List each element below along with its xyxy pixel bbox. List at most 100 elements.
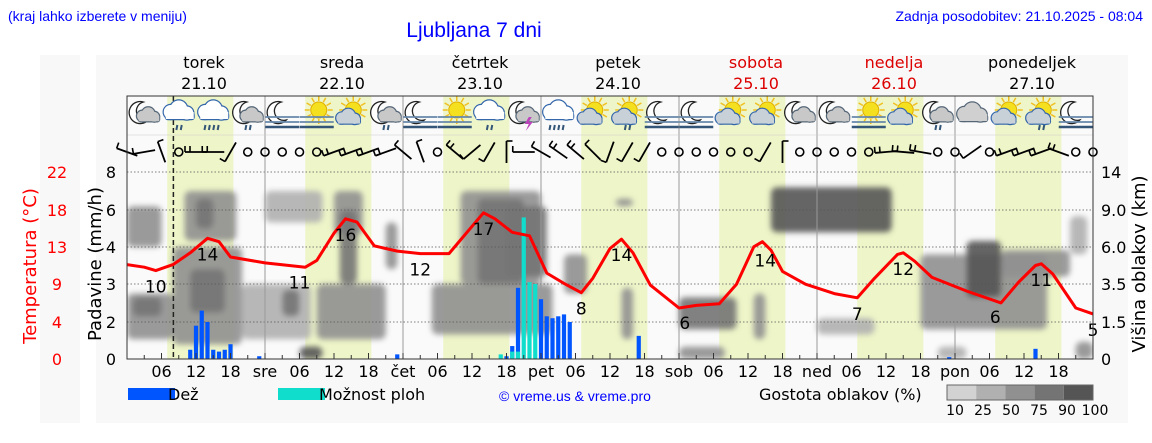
precipitation-bars: [188, 217, 1038, 359]
wind-barb-flag: [459, 153, 465, 160]
wind-calm-icon: [794, 147, 805, 157]
page-title: Ljubljana 7 dni: [406, 19, 541, 42]
rain-bar: [188, 349, 193, 359]
cloud-shape: [197, 99, 230, 121]
cloud-fill: [338, 118, 361, 124]
wind-barb-flag: [1010, 149, 1015, 157]
cloud-shape: [135, 106, 161, 123]
wind-barb-flag: [616, 157, 623, 163]
rain-bar: [211, 349, 216, 359]
temperature-label: 8: [576, 300, 587, 320]
wind-barb-shaft: [1030, 147, 1052, 157]
rain-bar: [222, 349, 227, 359]
cloud-fill: [717, 118, 740, 124]
wind-barb-icon: [338, 147, 362, 157]
rain-drop-icon: [175, 124, 179, 131]
sun-ray: [449, 97, 453, 103]
wind-barb-flag: [1032, 148, 1037, 155]
temperature-label: 6: [679, 314, 690, 334]
precip-tick-label: 2: [106, 313, 116, 332]
cloud-shape: [887, 107, 914, 126]
sun-ray: [996, 102, 1002, 107]
wind-barb-shaft: [892, 150, 915, 154]
wind-calm-icon: [1070, 147, 1081, 157]
moon-fog-icon: [679, 100, 714, 129]
cloud-fill: [380, 116, 401, 122]
wind-barb-shaft: [996, 147, 1018, 157]
sun-disc: [862, 101, 880, 119]
legend: Dež Možnost ploh © vreme.us & vreme.pro …: [128, 384, 1108, 419]
cloud-shape: [335, 107, 362, 126]
moon-cloud-rain-icon: [370, 100, 402, 131]
wind-barb-shaft: [1047, 147, 1070, 157]
left-panel: [40, 55, 80, 423]
cloud-fill: [165, 112, 194, 119]
region-hint-link[interactable]: (kraj lahko izberete v meniju): [8, 8, 187, 24]
wind-barb-icon: [131, 147, 156, 155]
legend-rain-swatch: [128, 388, 175, 400]
cloud-shape: [542, 99, 575, 121]
rain-drop-icon: [934, 124, 938, 131]
x-tick-label: 18: [220, 362, 240, 381]
rain-bar: [395, 354, 400, 359]
x-tick-label: 12: [738, 362, 758, 381]
cloud-icon: [956, 101, 989, 123]
wind-barb-icon: [616, 142, 634, 163]
sun-ray: [322, 97, 327, 103]
wind-barb-flag: [566, 139, 572, 146]
cloud-fill: [828, 116, 850, 122]
density-step-label: 50: [1002, 403, 1020, 419]
temperature-tick-label: 0: [52, 350, 62, 369]
sun-ray: [340, 102, 346, 107]
wind-barb-flag: [393, 139, 400, 146]
wind-barb-icon: [511, 146, 535, 153]
density-swatch: [976, 385, 1006, 400]
sun-ray: [771, 97, 775, 103]
wind-barb-icon: [959, 144, 982, 160]
cloud-height-tick-label: 1.5: [1101, 313, 1126, 332]
wind-calm-icon: [311, 147, 322, 157]
wind-barb-icon: [1028, 147, 1052, 157]
wind-barb-icon: [633, 142, 651, 163]
cloud-density-blob: [679, 346, 725, 359]
wind-barb-shaft: [758, 142, 772, 162]
wind-barb-flag: [891, 144, 894, 152]
wind-barb-flag: [377, 148, 381, 155]
rain-bar: [561, 314, 567, 359]
wind-barb-flag: [959, 152, 964, 159]
wind-calm-icon: [743, 147, 753, 157]
cloud-density-blob: [265, 191, 323, 223]
cloud-fill: [579, 118, 602, 124]
cloud-density-blob: [966, 240, 1001, 298]
sun-ray: [460, 97, 465, 103]
day-date: 23.10: [457, 74, 503, 93]
temperature-label: 6: [990, 308, 1001, 328]
precip-tick-label: 3: [106, 275, 116, 294]
wind-calm-icon: [674, 147, 684, 157]
temperature-label: 14: [197, 245, 219, 265]
sun-ray: [357, 97, 361, 103]
wind-barb-flag: [445, 139, 451, 146]
precip-axis-title: Padavine (mm/h): [85, 187, 106, 341]
wind-barb-icon: [530, 140, 551, 159]
wind-calm-icon: [277, 147, 288, 157]
moon-fog-icon: [644, 100, 679, 129]
shower-bar: [527, 282, 532, 359]
legend-shower-swatch: [278, 388, 325, 400]
x-tick-label: 12: [1014, 362, 1034, 381]
copyright-link[interactable]: © vreme.us & vreme.pro: [499, 388, 651, 404]
cloud-shape: [956, 101, 989, 123]
day-name: ponedeljek: [988, 53, 1077, 72]
wind-barb-flag: [878, 146, 881, 153]
x-tick-label: 12: [324, 362, 344, 381]
wind-calm-icon: [950, 147, 960, 157]
wind-calm-icon: [432, 147, 443, 157]
wind-barb-shaft: [482, 142, 496, 162]
wind-barb-icon: [156, 138, 167, 163]
wind-calm-icon: [984, 147, 995, 157]
wind-barb-flag: [908, 144, 912, 151]
cloud-density-blob: [190, 269, 225, 313]
wind-barb-icon: [1010, 147, 1035, 157]
wind-barb-shaft: [133, 149, 156, 155]
wind-barb-flag: [1052, 144, 1056, 151]
